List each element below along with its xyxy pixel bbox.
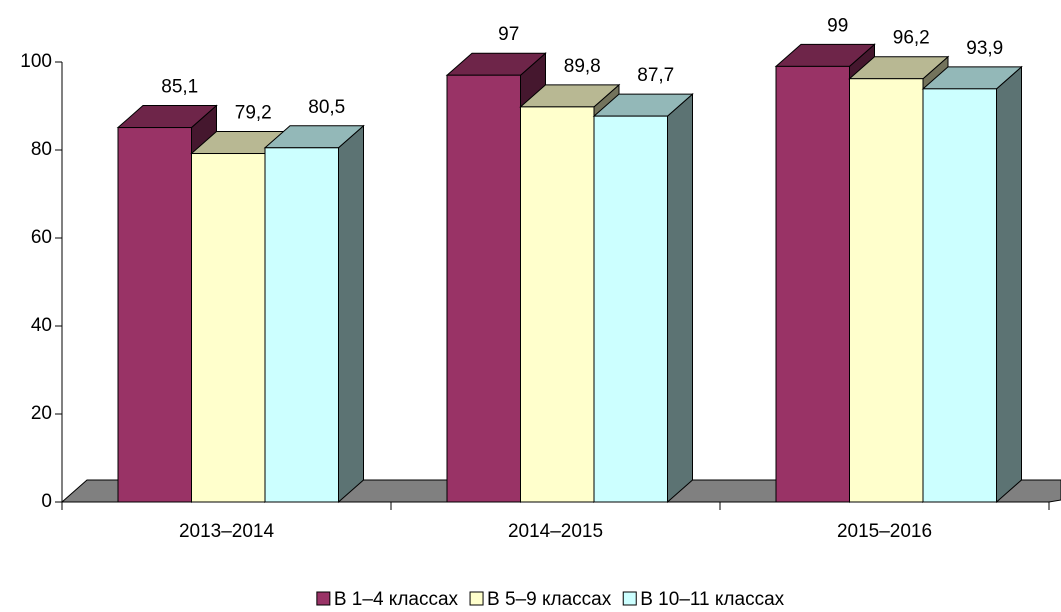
- data-label: 79,2: [235, 103, 272, 124]
- legend-label: В 10–11 классах: [640, 589, 784, 610]
- bar-front: [520, 106, 595, 503]
- legend: В 1–4 классах В 5–9 классах В 10–11 класса…: [316, 589, 785, 610]
- data-label: 87,7: [637, 65, 674, 86]
- y-tick-label: 0: [41, 491, 52, 512]
- bar-front: [775, 65, 850, 503]
- data-label: 96,2: [893, 28, 930, 49]
- legend-swatch: [622, 591, 637, 606]
- bar-front: [446, 74, 521, 503]
- legend-swatch: [469, 591, 484, 606]
- y-tick-label: 40: [31, 315, 52, 336]
- bar-front: [264, 147, 339, 503]
- bar: [263, 124, 365, 504]
- legend-swatch: [316, 591, 331, 606]
- bar-front: [849, 78, 924, 503]
- y-tick-label: 20: [31, 403, 52, 424]
- data-label: 99: [827, 15, 848, 36]
- data-label: 89,8: [564, 56, 601, 77]
- legend-label: В 5–9 классах: [487, 589, 612, 610]
- bar-front: [922, 88, 997, 503]
- y-tick-label: 60: [31, 227, 52, 248]
- data-label: 80,5: [308, 97, 345, 118]
- y-tick-label: 100: [20, 51, 52, 72]
- x-tick-label: 2014–2015: [508, 521, 603, 542]
- bar: [921, 65, 1023, 504]
- bar-front: [593, 115, 668, 503]
- x-tick-label: 2015–2016: [837, 521, 932, 542]
- data-label: 97: [498, 24, 519, 45]
- y-tick-label: 80: [31, 139, 52, 160]
- bar-side: [996, 65, 1022, 504]
- bar-front: [117, 127, 192, 503]
- bar: [592, 93, 694, 504]
- data-label: 93,9: [966, 38, 1003, 59]
- x-tick-label: 2013–2014: [179, 521, 275, 542]
- data-label: 85,1: [161, 77, 198, 98]
- bar-side: [338, 124, 364, 504]
- bar-side: [667, 93, 693, 504]
- bar-front: [191, 153, 266, 503]
- legend-label: В 1–4 классах: [334, 589, 459, 610]
